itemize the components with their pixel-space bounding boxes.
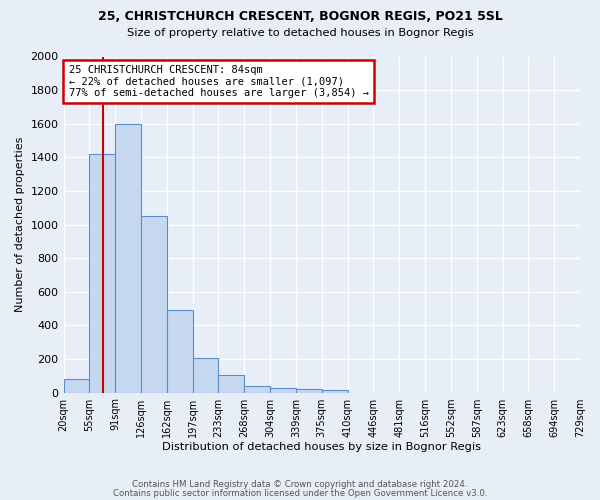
Bar [296, 389, 322, 392]
Bar [115, 124, 141, 392]
Y-axis label: Number of detached properties: Number of detached properties [15, 137, 25, 312]
Bar [270, 388, 296, 392]
Text: Size of property relative to detached houses in Bognor Regis: Size of property relative to detached ho… [127, 28, 473, 38]
Bar [167, 310, 193, 392]
Text: Contains public sector information licensed under the Open Government Licence v3: Contains public sector information licen… [113, 490, 487, 498]
X-axis label: Distribution of detached houses by size in Bognor Regis: Distribution of detached houses by size … [162, 442, 481, 452]
Bar [322, 390, 347, 392]
Bar [141, 216, 167, 392]
Text: 25 CHRISTCHURCH CRESCENT: 84sqm
← 22% of detached houses are smaller (1,097)
77%: 25 CHRISTCHURCH CRESCENT: 84sqm ← 22% of… [69, 65, 369, 98]
Bar [193, 358, 218, 392]
Text: Contains HM Land Registry data © Crown copyright and database right 2024.: Contains HM Land Registry data © Crown c… [132, 480, 468, 489]
Bar [218, 375, 244, 392]
Text: 25, CHRISTCHURCH CRESCENT, BOGNOR REGIS, PO21 5SL: 25, CHRISTCHURCH CRESCENT, BOGNOR REGIS,… [98, 10, 502, 23]
Bar [64, 379, 89, 392]
Bar [89, 154, 115, 392]
Bar [244, 386, 270, 392]
